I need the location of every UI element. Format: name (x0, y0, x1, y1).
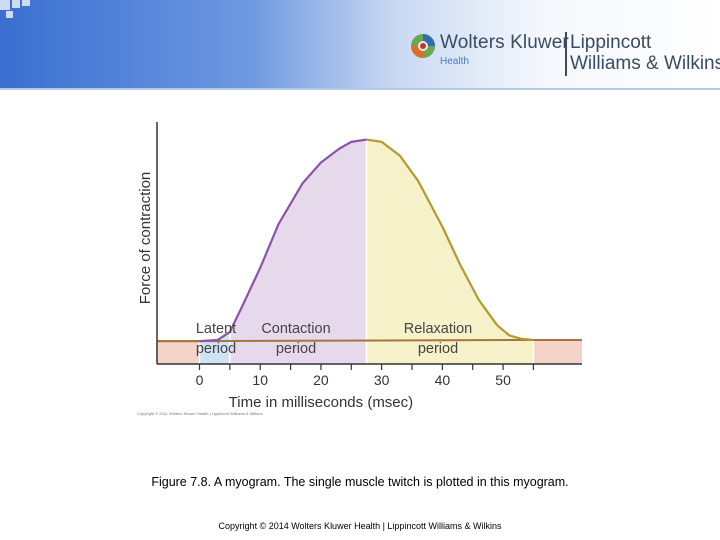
logo-divider (565, 32, 567, 76)
imprint-line-2: Williams & Wilkins (570, 53, 720, 74)
region-fill-4 (533, 139, 582, 364)
image-copyright: Copyright © 2011 Wolters Kluwer Health |… (137, 411, 263, 416)
region-fill-0 (157, 139, 200, 364)
x-tick-label: 30 (374, 372, 390, 388)
header-divider (0, 88, 720, 90)
myogram-chart: 0 10 20 30 40 50 Time in milliseconds (msec) Fo… (137, 122, 582, 411)
x-tick-label: 50 (495, 372, 511, 388)
brand-name: Wolters Kluwer (440, 32, 569, 53)
footer-copyright: Copyright © 2014 Wolters Kluwer Health |… (218, 521, 502, 531)
x-axis-label: Time in milliseconds (msec) (229, 394, 413, 411)
region-label: Contaction (261, 321, 330, 337)
decorative-square (0, 0, 10, 10)
header-banner: Wolters Kluwer Health Lippincott William… (0, 0, 720, 88)
imprint-line-1: Lippincott (570, 32, 652, 53)
region-label: Latent (196, 321, 236, 337)
decorative-square (6, 11, 13, 18)
decorative-square (22, 0, 30, 6)
contraction-curve (199, 138, 367, 343)
figure-caption: Figure 7.8. A myogram. The single muscle… (0, 475, 720, 489)
x-tick-label: 40 (435, 372, 451, 388)
publisher-logo: Wolters Kluwer Health Lippincott William… (408, 30, 720, 80)
region-label: Relaxation (404, 321, 473, 337)
region-label: period (418, 341, 458, 357)
region-label: period (276, 341, 316, 357)
x-tick-label: 0 (196, 372, 204, 388)
brand-subtitle: Health (440, 56, 469, 67)
x-tick-label: 10 (252, 372, 268, 388)
caption-title: Figure 7.8. A myogram (151, 475, 278, 489)
caption-text: . The single muscle twitch is plotted in… (277, 475, 569, 489)
wolters-kluwer-globe-icon (411, 34, 435, 58)
relaxation-curve (366, 138, 534, 342)
y-axis-label: Force of contraction (137, 172, 154, 305)
region-label: period (196, 341, 236, 357)
x-tick-label: 20 (313, 372, 329, 388)
decorative-square (12, 0, 20, 8)
